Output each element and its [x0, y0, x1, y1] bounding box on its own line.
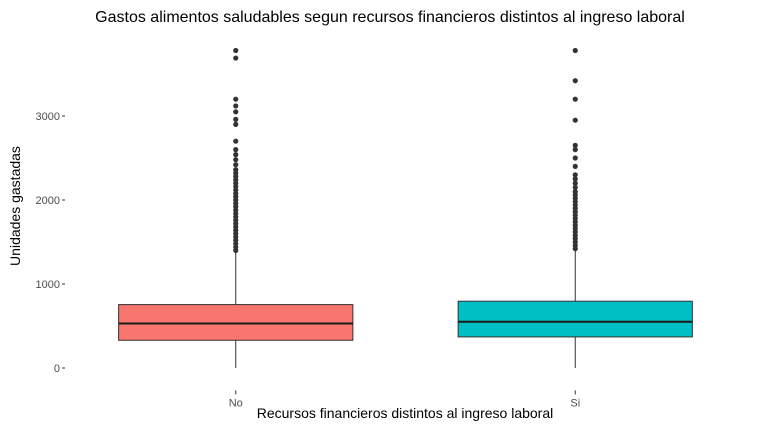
outlier-point: [572, 176, 578, 182]
outlier-point: [572, 47, 578, 54]
outlier-point: [572, 172, 578, 178]
outlier-point: [233, 167, 239, 173]
x-axis: No Si: [229, 390, 580, 409]
outlier-point: [572, 142, 578, 148]
outlier-point: [572, 147, 578, 153]
outlier-point: [233, 96, 239, 102]
chart-title: Gastos alimentos saludables segun recurs…: [95, 9, 685, 26]
outlier-point: [572, 184, 578, 190]
outlier-point: [233, 138, 239, 144]
box-group-si: [457, 47, 693, 368]
outlier-point: [233, 47, 239, 54]
outlier-point: [572, 189, 578, 195]
y-axis: 0 1000 2000 3000: [36, 111, 65, 375]
outlier-point: [233, 116, 239, 122]
outlier-point: [233, 55, 239, 61]
box-iqr: [457, 300, 693, 338]
outlier-point: [572, 78, 578, 84]
y-axis-title: Unidades gastadas: [7, 146, 23, 266]
box-iqr: [118, 304, 354, 341]
outlier-point: [233, 103, 239, 109]
x-tick-label: No: [229, 397, 243, 409]
y-tick-label: 0: [54, 363, 60, 375]
outlier-point: [572, 163, 578, 169]
outlier-point: [572, 117, 578, 123]
outlier-point: [572, 96, 578, 102]
outlier-point: [233, 147, 239, 153]
outlier-point: [233, 152, 239, 158]
x-tick-label: Si: [570, 397, 580, 409]
x-axis-title: Recursos financieros distintos al ingres…: [257, 405, 553, 421]
y-tick-label: 2000: [36, 195, 60, 207]
outlier-point: [233, 162, 239, 168]
outlier-point: [233, 109, 239, 115]
plot-area: [118, 47, 693, 368]
outlier-point: [233, 157, 239, 163]
y-tick-label: 1000: [36, 279, 60, 291]
outlier-point: [233, 121, 239, 127]
outlier-point: [572, 180, 578, 186]
outlier-point: [572, 155, 578, 161]
box-group-no: [118, 47, 354, 368]
y-tick-label: 3000: [36, 111, 60, 123]
